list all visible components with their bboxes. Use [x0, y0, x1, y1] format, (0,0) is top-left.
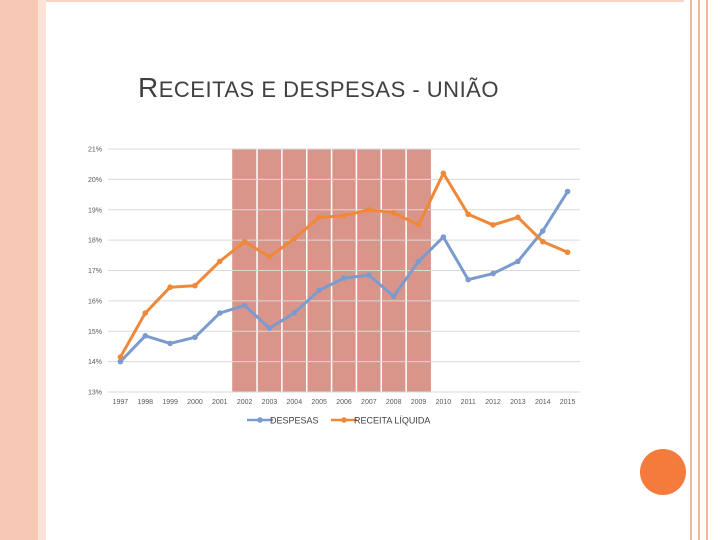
data-point [440, 234, 447, 240]
data-point [366, 206, 372, 213]
data-point [316, 287, 322, 294]
y-tick-label: 18% [88, 238, 102, 245]
data-point [390, 293, 397, 300]
x-tick-label: 2006 [336, 399, 352, 406]
data-point [415, 258, 422, 265]
data-point [539, 238, 546, 245]
gridlines [108, 148, 580, 393]
data-point [291, 235, 298, 242]
legend-swatch-marker [257, 417, 263, 423]
data-point [366, 272, 372, 278]
data-point [266, 254, 273, 260]
data-point [564, 188, 571, 195]
data-point [142, 333, 149, 339]
data-point [490, 270, 496, 277]
y-tick-label: 16% [88, 298, 102, 305]
data-point [216, 310, 223, 316]
x-tick-label: 2008 [386, 399, 402, 406]
left-frame-bar [0, 0, 38, 540]
data-point [241, 302, 248, 309]
data-point [515, 258, 521, 265]
data-point [415, 222, 422, 228]
x-tick-label: 2015 [560, 399, 576, 406]
top-frame-line [46, 0, 684, 2]
data-point [465, 276, 472, 283]
x-tick-label: 2003 [262, 399, 278, 406]
x-tick-label: 1999 [162, 399, 178, 406]
data-point [490, 222, 496, 228]
x-tick-label: 2001 [212, 399, 228, 406]
x-tick-label: 2011 [461, 399, 476, 406]
x-tick-label: 2010 [436, 399, 452, 406]
right-frame-lines [684, 0, 720, 540]
data-point [167, 284, 173, 291]
x-tick-label: 2005 [311, 399, 327, 406]
data-point [564, 249, 571, 256]
legend-swatch-marker [341, 417, 347, 423]
slide-title-first-letter: R [138, 72, 159, 103]
data-point [291, 310, 298, 316]
x-tick-label: 2012 [485, 399, 501, 406]
data-point [341, 275, 347, 281]
x-tick-label: 2004 [287, 399, 303, 406]
y-tick-label: 15% [88, 329, 102, 336]
data-point [341, 213, 347, 219]
y-tick-label: 14% [88, 359, 102, 366]
data-point [192, 282, 198, 289]
data-point [465, 211, 472, 218]
y-tick-label: 13% [88, 390, 102, 397]
series [117, 170, 571, 365]
decorative-orange-circle [640, 449, 686, 495]
data-point [241, 238, 248, 245]
data-point [316, 214, 322, 221]
data-point [142, 310, 149, 316]
x-tick-label: 2013 [510, 399, 526, 406]
data-point [167, 340, 173, 347]
legend-item: DESPESAS [247, 416, 319, 426]
y-tick-label: 17% [88, 268, 102, 275]
data-point [539, 228, 546, 234]
x-tick-label: 2007 [361, 399, 377, 406]
y-tick-label: 21% [88, 147, 102, 154]
data-point [117, 358, 124, 365]
data-point [117, 354, 124, 360]
y-axis-ticks: 21% 20% 19% 18% 17% 16% 15% 14% 13% [88, 147, 102, 397]
slide-title-rest: eceitas e despesas - União [158, 77, 499, 102]
legend-label: DESPESAS [270, 416, 319, 426]
legend-item: RECEITA LÍQUIDA [331, 416, 430, 426]
legend-label: RECEITA LÍQUIDA [354, 416, 430, 426]
data-point [216, 258, 223, 265]
x-tick-label: 2002 [237, 399, 253, 406]
slide-title: Receitas e despesas - União [138, 72, 499, 104]
series-receita-liquida [117, 170, 571, 360]
x-axis-ticks: 1997 1998 1999 2000 2001 2002 2003 2004 2005 2006… [113, 399, 576, 406]
data-point [515, 214, 521, 221]
series-despesas [117, 188, 571, 365]
data-point [440, 170, 447, 177]
x-tick-label: 2014 [535, 399, 551, 406]
y-tick-label: 19% [88, 207, 102, 214]
x-tick-label: 2009 [411, 399, 427, 406]
x-tick-label: 1997 [113, 399, 129, 406]
y-tick-label: 20% [88, 177, 102, 184]
left-frame-inner-bar [38, 0, 46, 540]
data-point [192, 334, 198, 341]
legend: DESPESAS RECEITA LÍQUIDA [247, 416, 430, 426]
x-tick-label: 1998 [137, 399, 153, 406]
data-point [390, 209, 397, 216]
data-point [266, 325, 273, 332]
x-tick-label: 2000 [187, 399, 203, 406]
